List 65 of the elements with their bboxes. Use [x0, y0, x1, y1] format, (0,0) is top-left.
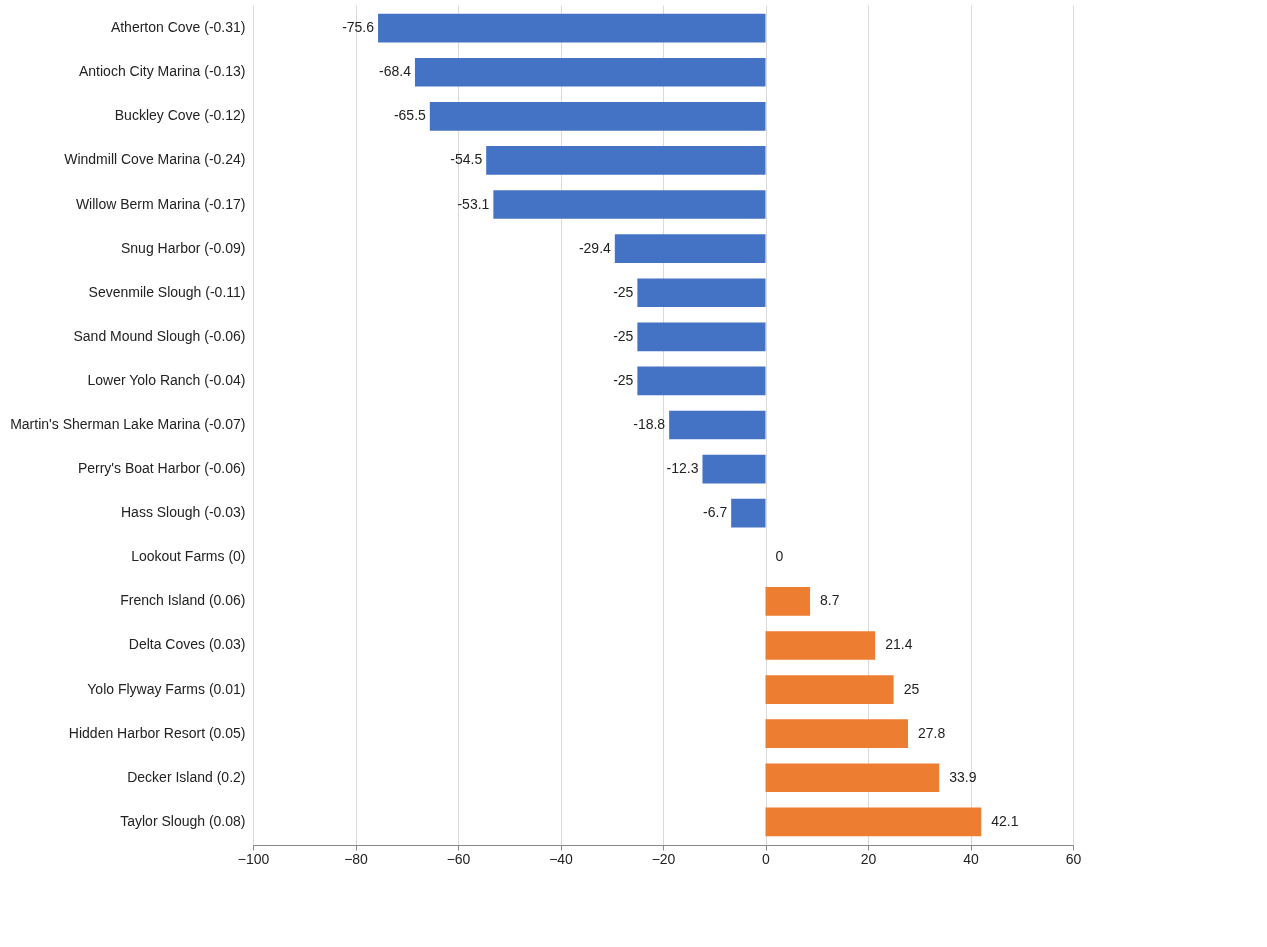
- data-label: -18.8: [633, 416, 666, 432]
- bar: [429, 102, 766, 131]
- data-label: -29.4: [578, 239, 612, 256]
- bar: [669, 410, 766, 440]
- bar: [765, 631, 876, 660]
- data-label: 33.9: [949, 768, 977, 785]
- x-tick-label: 60: [1065, 850, 1082, 867]
- bar: [637, 366, 766, 396]
- data-label: -68.4: [379, 63, 412, 80]
- bar: [702, 454, 766, 484]
- y-tick-label: Hidden Harbor Resort (0.05): [68, 724, 246, 741]
- data-label: -54.5: [450, 151, 483, 168]
- y-tick-label: Buckley Cove (-0.12): [114, 107, 246, 124]
- data-label: 8.7: [820, 592, 840, 609]
- data-label: -25: [613, 327, 634, 344]
- data-label: -53.1: [457, 195, 490, 212]
- y-tick-label: Antioch City Marina (-0.13): [78, 63, 246, 80]
- x-tick-label: 0: [762, 850, 771, 867]
- y-tick-label: Lookout Farms (0): [131, 548, 246, 565]
- y-tick-label: Sand Mound Slough (-0.06): [73, 327, 246, 344]
- y-tick-label: Taylor Slough (0.08): [120, 812, 246, 829]
- bar: [378, 13, 766, 43]
- y-tick-label: Lower Yolo Ranch (-0.04): [87, 371, 246, 388]
- x-tick-label: −80: [344, 850, 369, 867]
- data-label: 0: [775, 548, 784, 565]
- bar: [765, 807, 982, 837]
- data-label: 27.8: [917, 724, 946, 741]
- y-tick-label: Willow Berm Marina (-0.17): [75, 195, 246, 212]
- data-label: -75.6: [342, 19, 375, 36]
- bar: [637, 322, 766, 352]
- data-label: -12.3: [666, 460, 699, 477]
- data-label: 42.1: [991, 812, 1019, 829]
- y-tick-label: Sevenmile Slough (-0.11): [88, 283, 246, 300]
- data-label: -65.5: [393, 107, 427, 124]
- bar: [765, 675, 894, 704]
- data-label: -25: [613, 371, 634, 388]
- bar: [414, 57, 766, 87]
- data-label: 21.4: [885, 636, 913, 653]
- y-tick-label: Windmill Cove Marina (-0.24): [64, 151, 246, 168]
- x-tick-label: 20: [860, 850, 877, 867]
- y-tick-label: Atherton Cove (-0.31): [110, 19, 246, 36]
- x-tick-label: 40: [963, 850, 979, 867]
- bar: [731, 498, 766, 528]
- data-label: -6.7: [703, 504, 728, 521]
- y-tick-label: Decker Island (0.2): [127, 768, 246, 785]
- x-tick-label: −100: [237, 850, 270, 867]
- y-tick-label: French Island (0.06): [120, 592, 246, 609]
- y-tick-label: Perry's Boat Harbor (-0.06): [77, 460, 246, 477]
- bar: [765, 763, 940, 793]
- y-tick-label: Hass Slough (-0.03): [120, 504, 246, 521]
- x-tick-label: −20: [651, 850, 676, 867]
- bar: [637, 278, 766, 308]
- y-tick-label: Martin's Sherman Lake Marina (-0.07): [10, 416, 246, 432]
- y-tick-label: Snug Harbor (-0.09): [120, 239, 246, 256]
- data-label: -25: [613, 283, 634, 300]
- bar: [765, 719, 908, 748]
- bar: [486, 146, 766, 175]
- x-tick-label: −60: [446, 850, 471, 867]
- bar: [614, 234, 766, 263]
- y-tick-label: Delta Coves (0.03): [128, 636, 246, 653]
- bar: [765, 587, 811, 616]
- data-label: 25: [903, 680, 920, 697]
- x-tick-label: −40: [549, 850, 574, 867]
- y-tick-label: Yolo Flyway Farms (0.01): [87, 680, 246, 697]
- bar: [493, 190, 766, 219]
